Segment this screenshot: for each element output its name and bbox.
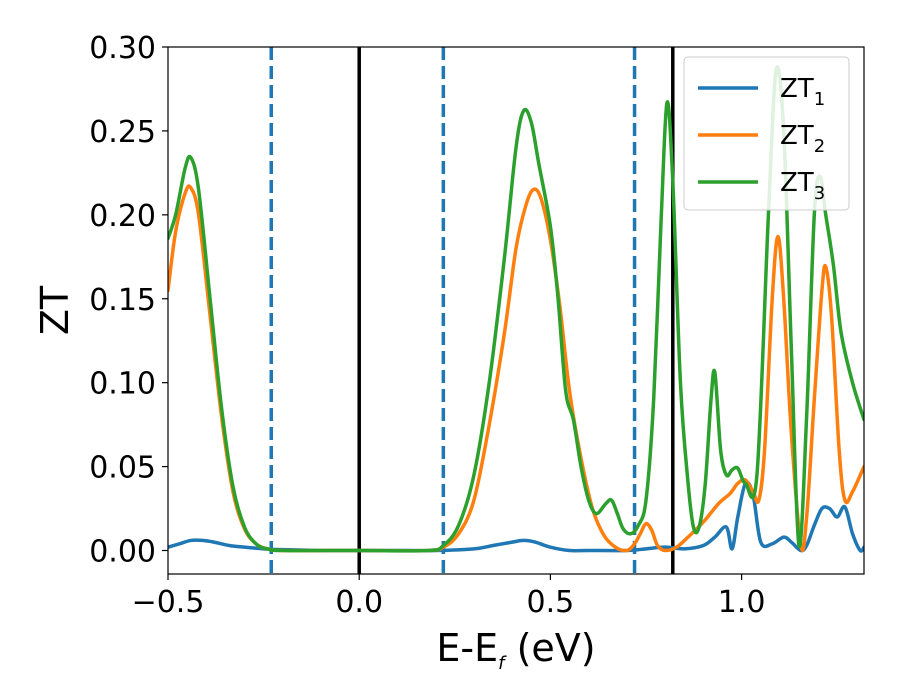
x-tick-label: 1.0 xyxy=(718,585,766,620)
y-axis-title: ZT xyxy=(33,285,77,335)
y-tick-label: 0.15 xyxy=(89,283,156,318)
legend-label-3: ZT3 xyxy=(780,168,825,204)
x-tick-label: −0.5 xyxy=(132,585,205,620)
reference-lines xyxy=(269,47,675,574)
legend-box xyxy=(683,56,850,211)
x-tick-label: 0.5 xyxy=(527,585,575,620)
y-tick-label: 0.00 xyxy=(89,535,156,570)
y-tick-label: 0.30 xyxy=(89,31,156,66)
y-tick-label: 0.05 xyxy=(89,451,156,486)
x-axis: −0.5 0.0 0.5 1.0 xyxy=(132,574,766,620)
legend-label-1: ZT1 xyxy=(780,74,825,110)
x-tick-label: 0.0 xyxy=(335,585,383,620)
legend: ZT1 ZT2 ZT3 xyxy=(683,56,850,211)
legend-label-2: ZT2 xyxy=(780,121,825,157)
y-tick-label: 0.20 xyxy=(89,199,156,234)
y-tick-label: 0.25 xyxy=(89,115,156,150)
y-axis: 0.00 0.05 0.10 0.15 0.20 0.25 0.30 xyxy=(89,31,168,570)
y-tick-label: 0.10 xyxy=(89,367,156,402)
x-axis-title: E-Ef (eV) xyxy=(436,626,595,674)
plot-frame xyxy=(167,46,865,575)
